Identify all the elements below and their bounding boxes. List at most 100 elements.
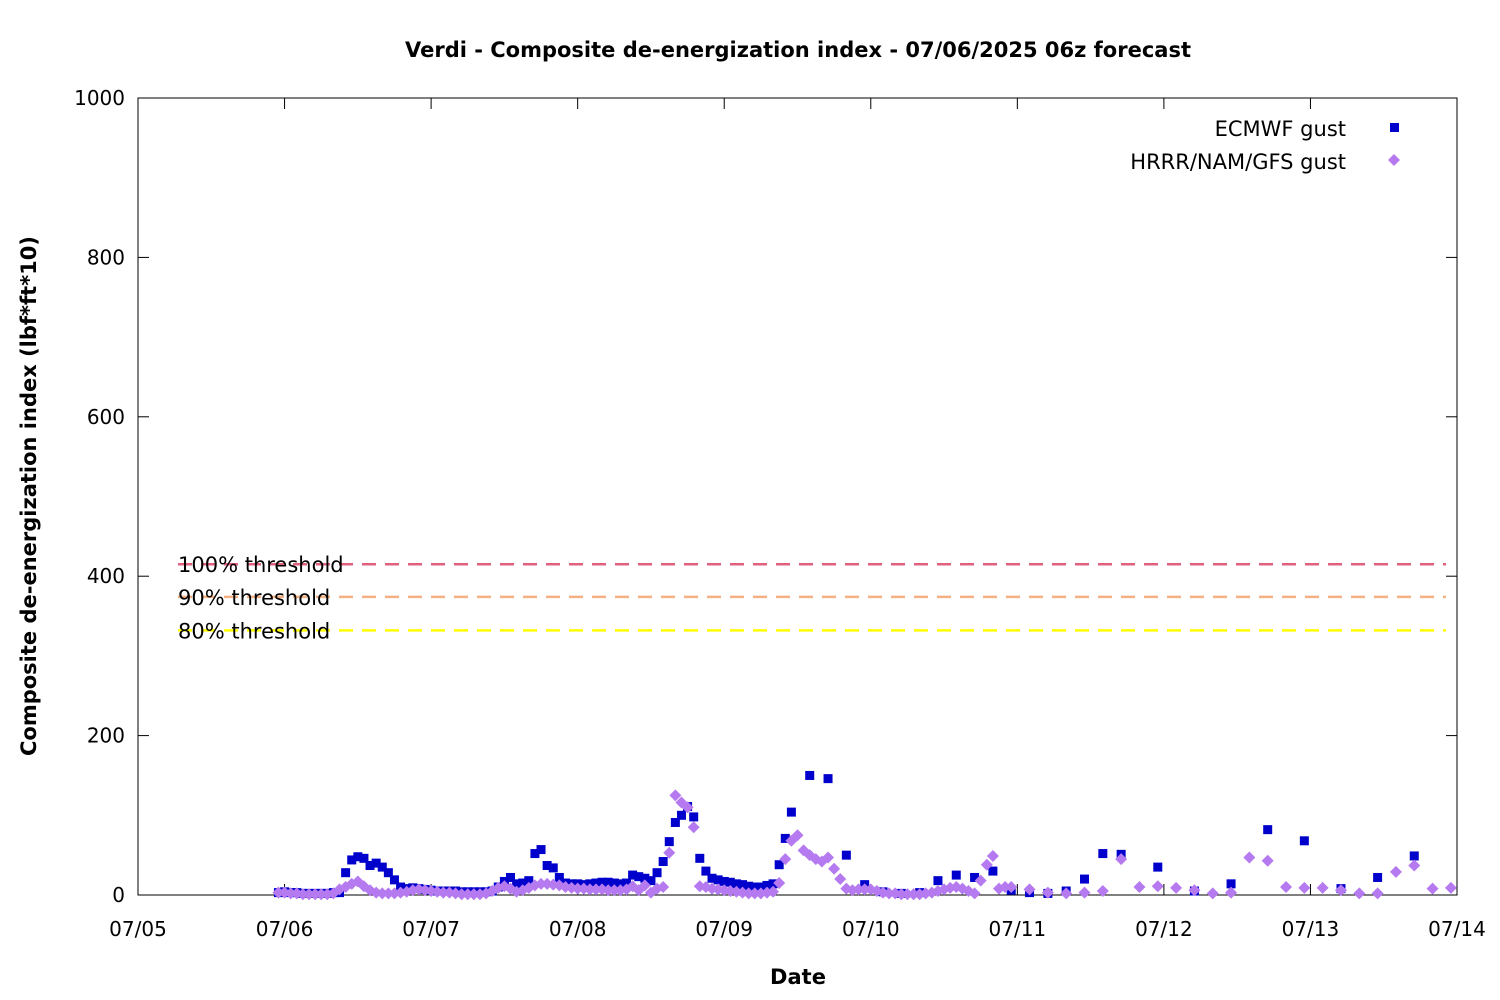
ecmwf-point [719,876,729,886]
hrrr-point [999,881,1012,894]
ecmwf-point [530,849,540,859]
ecmwf-point [1153,862,1163,872]
hrrr-point [1023,883,1036,896]
ecmwf-point [951,870,961,880]
hrrr-point [663,846,676,859]
threshold-label: 90% threshold [178,586,330,610]
ecmwf-point [603,877,613,887]
x-tick-label: 07/10 [842,917,900,941]
ecmwf-point [1226,879,1236,889]
y-tick-label: 0 [112,883,125,907]
ecmwf-point [652,868,662,878]
ecmwf-point [664,837,674,847]
y-axis-label: Composite de-energization index (lbf*ft*… [17,236,41,756]
x-tick-label: 07/14 [1428,917,1486,941]
hrrr-point [296,888,309,901]
ecmwf-point [383,868,393,878]
hrrr-point [767,885,780,898]
hrrr-point [589,883,602,896]
hrrr-point [602,884,615,897]
hrrr-point [1298,881,1311,894]
ecmwf-point [524,876,534,886]
hrrr-point [302,888,315,901]
ecmwf-point [518,878,528,888]
data-points [272,770,1457,901]
x-tick-label: 07/12 [1135,917,1193,941]
hrrr-point [1389,865,1402,878]
hrrr-point [1334,884,1347,897]
ecmwf-point [738,880,748,890]
hrrr-point [1408,859,1421,872]
ecmwf-point [615,879,625,889]
hrrr-point [687,821,700,834]
ecmwf-point [640,873,650,883]
hrrr-point [1041,886,1054,899]
hrrr-point [583,883,596,896]
ecmwf-point [756,882,766,892]
hrrr-point [1005,881,1018,894]
threshold-label: 100% threshold [178,553,344,577]
hrrr-point [773,877,786,890]
ecmwf-point [1373,872,1383,882]
ecmwf-point [725,877,735,887]
hrrr-point [1444,881,1457,894]
threshold-label: 80% threshold [178,619,330,643]
ecmwf-point [609,878,619,888]
ecmwf-point [365,861,375,871]
plot-area-border [137,97,1458,896]
ecmwf-point [701,866,711,876]
hrrr-point [376,887,389,900]
ecmwf-point [1080,874,1090,884]
ecmwf-point [646,876,656,886]
ecmwf-point [1299,836,1309,846]
x-axis-label: Date [770,965,826,989]
hrrr-point [1078,886,1091,899]
ecmwf-point [762,880,772,890]
legend-marker-ecmwf [1390,123,1399,132]
ecmwf-point [359,853,369,863]
ecmwf-point [768,879,778,889]
ecmwf-point [695,853,705,863]
ecmwf-point [505,872,515,882]
hrrr-point [980,858,993,871]
threshold-lines: 100% threshold 90% threshold 80% threshold [178,553,1446,643]
y-axis: 0 200 400 600 800 1000 [74,86,1457,907]
x-tick-label: 07/05 [109,917,167,941]
hrrr-point [1280,881,1293,894]
hrrr-point [608,884,621,897]
ecmwf-point [622,878,632,888]
ecmwf-point [780,833,790,843]
ecmwf-point [512,879,522,889]
hrrr-point [1243,851,1256,864]
hrrr-point [779,853,792,866]
ecmwf-point [823,774,833,784]
hrrr-point [1426,882,1439,895]
ecmwf-point [1409,851,1419,861]
hrrr-point [657,881,670,894]
ecmwf-point [634,872,644,882]
ecmwf-point [713,875,723,885]
hrrr-point [858,883,871,896]
hrrr-point [1133,881,1146,894]
legend-entry-ecmwf: ECMWF gust [1215,117,1346,141]
ecmwf-point [548,863,558,873]
hrrr-point [742,887,755,900]
x-tick-label: 07/06 [256,917,314,941]
hrrr-point [852,883,865,896]
hrrr-point [309,888,322,901]
ecmwf-point [676,810,686,820]
hrrr-point [1188,884,1201,897]
ecmwf-point [805,770,815,780]
ecmwf-point [933,876,943,886]
x-tick-label: 07/08 [549,917,607,941]
y-tick-label: 1000 [74,86,125,110]
hrrr-point [1371,887,1384,900]
hrrr-point [883,887,896,900]
ecmwf-point [371,858,381,868]
ecmwf-point [597,877,607,887]
ecmwf-point [1098,849,1108,859]
legend-marker-hrrr [1388,154,1400,166]
ecmwf-point [591,878,601,888]
ecmwf-point [744,881,754,891]
ecmwf-point [353,852,363,862]
